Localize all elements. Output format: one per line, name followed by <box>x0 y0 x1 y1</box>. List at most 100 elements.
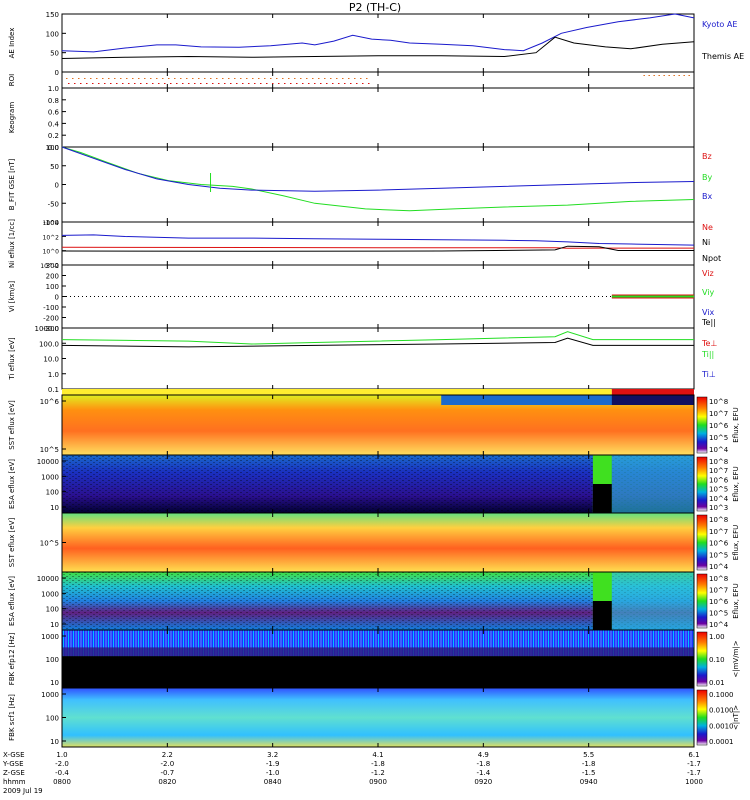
legend-entry: Npot <box>702 254 721 263</box>
roi-dot <box>128 83 130 84</box>
roi-dot <box>278 83 280 84</box>
legend-entry: Viy <box>702 288 715 297</box>
esa-gap <box>592 601 612 630</box>
roi-dot <box>210 78 212 79</box>
colorbar-tick-label: 10^6 <box>709 476 729 484</box>
panel-frame <box>61 13 695 73</box>
legend-entry: Kyoto AE <box>702 20 737 29</box>
roi-dot <box>86 83 88 84</box>
roi-dot <box>246 78 248 79</box>
colorbar-tick-label: 10^6 <box>709 540 729 548</box>
y-axis-label: ESA eflux [eV] <box>8 576 16 626</box>
roi-dot <box>176 83 178 84</box>
npot-series <box>61 245 694 252</box>
roi-dot <box>90 78 92 79</box>
roi-dot <box>78 78 80 79</box>
roi-dot <box>354 78 356 79</box>
y-tick-label: 100.0 <box>39 340 59 348</box>
roi-dot <box>258 78 260 79</box>
roi-dot <box>318 78 320 79</box>
roi-dot <box>643 75 645 76</box>
ephemeris-value: 5.5 <box>583 751 594 759</box>
panel-frame <box>61 327 695 390</box>
y-axis-label: ESA eflux [eV] <box>8 459 16 509</box>
panel-frame <box>61 146 695 223</box>
ephemeris-value: -1.5 <box>582 769 596 777</box>
y-axis-label: Ni eflux [1/cc] <box>8 219 16 268</box>
colorbar-tick-label: 0.10 <box>709 656 725 664</box>
roi-dot <box>104 83 106 84</box>
colorbar-label: Eflux, EFU <box>732 407 740 442</box>
sst-high-band <box>611 395 694 405</box>
ephemeris-value: 1000 <box>685 778 703 786</box>
roi-dot <box>320 83 322 84</box>
te-par-series <box>61 337 694 348</box>
ephemeris-value: 0820 <box>158 778 176 786</box>
colorbar-tick-label: 10^8 <box>709 398 728 406</box>
ephemeris-value: 0800 <box>53 778 71 786</box>
y-tick-label: 100 <box>46 30 59 38</box>
ephemeris-value: 6.1 <box>688 751 699 759</box>
fbk-low-band <box>62 656 694 688</box>
colorbar-tick-label: 10^8 <box>709 516 728 524</box>
ephemeris-value: -0.4 <box>55 769 69 777</box>
y-tick-label: 0 <box>55 294 59 302</box>
roi-dot <box>84 78 86 79</box>
ephemeris-value: 0900 <box>369 778 387 786</box>
ne-series <box>61 246 694 249</box>
roi-dot <box>336 78 338 79</box>
colorbar-tick-label: 10^8 <box>709 575 728 583</box>
roi-dot <box>348 78 350 79</box>
roi-dot <box>332 83 334 84</box>
legend-entry: Vix <box>702 308 715 317</box>
y-tick-label: 0.0 <box>48 144 59 152</box>
colorbar <box>696 396 708 454</box>
y-tick-label: 0.1 <box>48 386 59 394</box>
roi-dot <box>158 83 160 84</box>
roi-dot <box>252 78 254 79</box>
legend-entry: Ni <box>702 238 710 247</box>
spectrogram-noise <box>62 455 694 513</box>
ephemeris-row-label: X-GSE <box>3 751 25 759</box>
y-tick-label: 10.0 <box>43 356 59 364</box>
ephemeris-value: -1.8 <box>476 760 490 768</box>
roi-dot <box>164 83 166 84</box>
roi-dot <box>222 78 224 79</box>
colorbar-tick-label: 1.00 <box>709 633 725 641</box>
roi-dot <box>272 83 274 84</box>
roi-dot <box>194 83 196 84</box>
sst-high-band <box>441 395 694 405</box>
roi-dot <box>270 78 272 79</box>
roi-dot <box>300 78 302 79</box>
colorbar-tick-label: 10^6 <box>709 598 729 606</box>
colorbar-tick-label: 0.0010 <box>709 722 734 730</box>
roi-dot <box>260 83 262 84</box>
spectrogram-image <box>62 688 694 747</box>
y-tick-label: 10^2 <box>43 234 60 241</box>
ephemeris-value: 1.0 <box>56 751 67 759</box>
colorbar-tick-label: 10^8 <box>709 458 728 466</box>
ephemeris-value: -1.7 <box>687 769 701 777</box>
ephemeris-row-label: hhmm <box>3 778 26 786</box>
ephemeris-row-label: Z-GSE <box>3 769 25 777</box>
colorbar-tick-label: 10^5 <box>709 486 728 494</box>
esa-fast-mode <box>611 572 694 630</box>
y-tick-label: 10 <box>50 679 59 687</box>
colorbar-tick-label: 10^5 <box>709 434 728 442</box>
roi-dot <box>350 83 352 84</box>
roi-dot <box>182 83 184 84</box>
roi-dot <box>342 78 344 79</box>
by-series <box>61 146 695 212</box>
y-tick-label: 150 <box>46 11 59 19</box>
y-tick-label: 200 <box>46 273 59 281</box>
roi-dot <box>150 78 152 79</box>
roi-dot <box>206 83 208 84</box>
colorbar-tick-label: 10^4 <box>709 621 729 629</box>
y-tick-label: 50 <box>50 50 59 58</box>
y-tick-label: 1000 <box>41 590 59 598</box>
roi-dot <box>80 83 82 84</box>
roi-dot <box>156 78 158 79</box>
roi-dot <box>186 78 188 79</box>
y-axis-label: ROI <box>8 74 16 86</box>
x-axis-labels: X-GSE 1.0 2.2 3.2 4.1 4.9 5.5 6.1Y-GSE -2.0 -2.0-… <box>2 751 703 795</box>
